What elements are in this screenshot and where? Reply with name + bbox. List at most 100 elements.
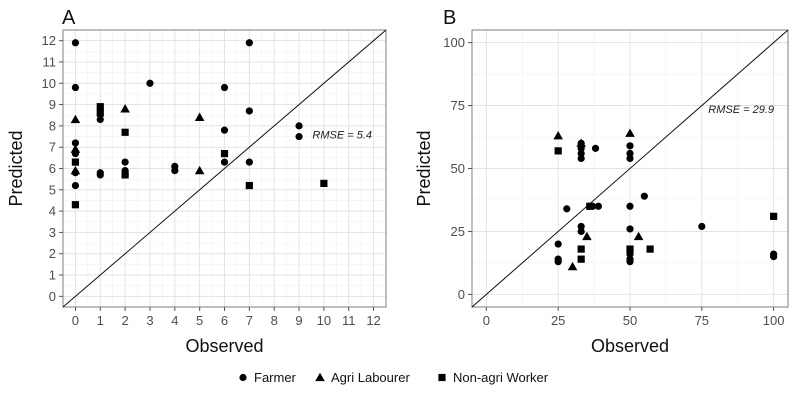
data-point bbox=[71, 39, 80, 47]
panel-b: 0 25 50 75 100 0 25 50 75 100 RMSE = 29.9 Observed P… bbox=[414, 7, 789, 356]
data-point bbox=[594, 202, 603, 210]
x-tick-label: 3 bbox=[146, 313, 153, 328]
y-tick-label: 4 bbox=[49, 204, 56, 219]
data-point bbox=[577, 227, 585, 236]
data-point bbox=[220, 149, 229, 158]
x-tick-label: 2 bbox=[121, 313, 128, 328]
data-point bbox=[633, 231, 644, 241]
rmse-annotation: RMSE = 29.9 bbox=[708, 104, 774, 116]
y-tick-label: 50 bbox=[451, 161, 465, 176]
legend: Farmer Agri Labourer Non-agri Worker bbox=[239, 370, 549, 385]
x-tick-label: 50 bbox=[623, 313, 637, 328]
data-point bbox=[577, 255, 585, 263]
y-axis-title: Predicted bbox=[6, 130, 26, 206]
data-point bbox=[194, 165, 205, 175]
y-tick-label: 12 bbox=[42, 33, 56, 48]
panel-label: A bbox=[62, 7, 76, 29]
y-tick-label: 2 bbox=[49, 246, 56, 261]
x-tick-label: 4 bbox=[171, 313, 178, 328]
data-point bbox=[626, 225, 634, 233]
data-point bbox=[563, 205, 571, 213]
data-point bbox=[120, 104, 130, 113]
legend-label: Agri Labourer bbox=[331, 370, 410, 385]
series-farmer bbox=[554, 139, 778, 266]
legend-item: Farmer bbox=[239, 370, 297, 385]
series-non-agri-worker bbox=[71, 103, 328, 209]
data-point bbox=[121, 158, 129, 166]
data-point bbox=[71, 83, 80, 92]
data-point bbox=[220, 83, 229, 92]
data-point bbox=[96, 109, 104, 117]
data-point bbox=[626, 149, 634, 157]
data-point bbox=[591, 144, 600, 152]
circle-icon bbox=[239, 373, 247, 382]
data-point bbox=[626, 202, 634, 210]
data-point bbox=[96, 103, 104, 111]
data-point bbox=[220, 158, 229, 166]
data-point bbox=[577, 154, 585, 163]
data-point bbox=[626, 258, 634, 266]
panel-label: B bbox=[443, 7, 456, 29]
y-tick-label: 0 bbox=[458, 287, 465, 302]
y-tick-label: 3 bbox=[49, 225, 56, 240]
data-point bbox=[626, 154, 634, 163]
data-point bbox=[71, 158, 80, 166]
data-point bbox=[121, 128, 129, 136]
data-point bbox=[71, 181, 80, 190]
series-non-agri-worker bbox=[554, 147, 778, 263]
x-tick-label: 1 bbox=[97, 313, 104, 328]
data-point bbox=[96, 171, 104, 179]
identity-line bbox=[62, 29, 387, 308]
data-point bbox=[295, 122, 303, 130]
x-tick-label: 9 bbox=[295, 313, 302, 328]
y-tick-label: 11 bbox=[43, 54, 57, 69]
series-farmer bbox=[71, 39, 303, 190]
y-tick-label: 9 bbox=[49, 97, 56, 112]
x-tick-label: 25 bbox=[551, 313, 565, 328]
y-tick-label: 100 bbox=[443, 35, 465, 50]
x-tick-label: 11 bbox=[342, 313, 356, 328]
series-agri-labourer bbox=[553, 128, 644, 271]
data-point bbox=[245, 39, 253, 47]
legend-label: Non-agri Worker bbox=[453, 370, 549, 385]
x-tick-label: 100 bbox=[763, 313, 785, 328]
y-tick-label: 75 bbox=[451, 98, 465, 113]
data-point bbox=[245, 181, 253, 190]
y-tick-label: 6 bbox=[49, 161, 56, 176]
data-point bbox=[71, 139, 80, 147]
data-point bbox=[320, 179, 328, 188]
data-point bbox=[121, 171, 129, 179]
data-point bbox=[553, 130, 563, 140]
legend-label: Farmer bbox=[254, 370, 297, 385]
x-tick-label: 5 bbox=[196, 313, 203, 328]
data-point bbox=[625, 128, 635, 137]
gridlines bbox=[63, 30, 386, 307]
triangle-icon bbox=[315, 372, 325, 382]
data-point bbox=[295, 132, 303, 141]
y-tick-label: 25 bbox=[451, 224, 465, 239]
rmse-annotation: RMSE = 5.4 bbox=[312, 130, 372, 142]
legend-item: Agri Labourer bbox=[315, 370, 410, 385]
data-point bbox=[554, 258, 562, 266]
x-axis-title: Observed bbox=[591, 336, 669, 356]
data-point bbox=[567, 261, 578, 271]
identity-line bbox=[471, 29, 789, 308]
x-tick-label: 8 bbox=[271, 313, 278, 328]
data-point bbox=[554, 147, 562, 155]
x-axis-title: Observed bbox=[185, 336, 263, 356]
data-point bbox=[770, 253, 778, 261]
data-point bbox=[70, 165, 81, 175]
x-tick-label: 6 bbox=[221, 313, 228, 328]
x-tick-label: 10 bbox=[317, 313, 331, 328]
data-point bbox=[640, 192, 648, 200]
data-point bbox=[554, 240, 562, 248]
data-point bbox=[70, 114, 81, 124]
data-point bbox=[646, 245, 654, 253]
data-point bbox=[96, 115, 104, 124]
x-tick-label: 7 bbox=[246, 313, 253, 328]
data-point bbox=[626, 245, 634, 253]
data-point bbox=[245, 158, 253, 166]
data-point bbox=[576, 138, 586, 147]
data-point bbox=[698, 222, 706, 231]
